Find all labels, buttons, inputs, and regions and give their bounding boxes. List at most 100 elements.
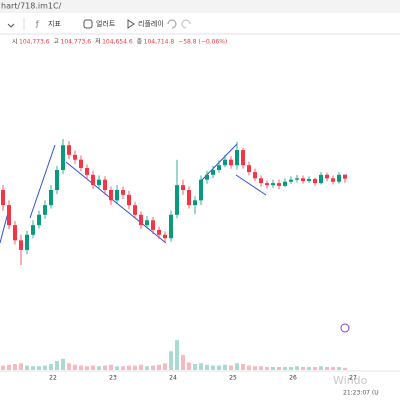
candle-body xyxy=(73,154,77,160)
candle-body xyxy=(223,159,227,166)
candle-body xyxy=(151,220,155,230)
candle-body xyxy=(313,178,317,184)
volume-bar xyxy=(151,365,155,370)
x-tick-label: 24 xyxy=(169,375,177,382)
volume-bar xyxy=(127,365,131,370)
trend-line xyxy=(29,144,56,219)
candle-body xyxy=(13,225,17,241)
candle-body xyxy=(241,150,245,166)
candle-body xyxy=(289,179,293,182)
volume-bar xyxy=(139,364,143,370)
volume-bar xyxy=(49,364,53,370)
volume-bar xyxy=(37,366,41,370)
candle-body xyxy=(43,205,47,215)
volume-bar xyxy=(241,364,245,370)
candle-body xyxy=(109,190,113,201)
candle-body xyxy=(319,174,323,184)
volume-bar xyxy=(259,366,263,370)
plot xyxy=(1,139,347,370)
trend-line xyxy=(65,161,167,244)
x-tick-label: 22 xyxy=(49,375,57,382)
legend-label: 고 xyxy=(54,39,60,46)
candle-body xyxy=(139,214,143,226)
indicator-icon[interactable]: ƒ xyxy=(35,20,39,28)
candle-body xyxy=(229,159,233,166)
volume-bar xyxy=(67,363,71,370)
legend-value: 104,773.6 xyxy=(19,39,50,46)
ohlc-legend: 시 104,773.6 고 104,773.6 저 104,654.6 종 104,714.8… xyxy=(12,38,227,46)
candle-body xyxy=(163,234,167,239)
volume-bar xyxy=(247,365,251,370)
candle-body xyxy=(37,214,41,226)
volume-bar xyxy=(199,363,203,370)
volume-bar xyxy=(277,367,281,370)
volume-bar xyxy=(145,366,149,370)
volume-bar xyxy=(121,366,125,370)
volume-bar xyxy=(211,365,215,370)
volume-bar xyxy=(115,366,119,370)
volume-bar xyxy=(319,366,323,370)
volume-bar xyxy=(283,367,287,370)
candle-body xyxy=(259,178,263,184)
candle-body xyxy=(115,190,119,201)
volume-bar xyxy=(43,365,47,370)
volume-bar xyxy=(223,364,227,370)
candle-body xyxy=(187,190,191,206)
candle-body xyxy=(121,190,125,195)
address-bar xyxy=(0,0,400,13)
x-tick-label: 26 xyxy=(289,375,297,382)
volume-bar xyxy=(85,366,89,370)
volume-bar xyxy=(73,364,77,370)
candle-body xyxy=(307,178,311,182)
toolbar-button[interactable]: 얼러트 xyxy=(96,19,116,28)
volume-bar xyxy=(217,365,221,370)
candle-body xyxy=(205,174,209,180)
candle-body xyxy=(181,185,185,190)
candle-body xyxy=(175,185,179,215)
volume-bar xyxy=(169,351,173,370)
legend-label: 종 xyxy=(137,39,143,46)
volume-bar xyxy=(193,364,197,370)
redo-icon[interactable] xyxy=(181,19,191,29)
candle-body xyxy=(217,165,221,171)
volume-bar xyxy=(295,366,299,370)
candle-body xyxy=(265,183,269,186)
clock: 21:23:07 (U xyxy=(343,390,379,397)
candle-body xyxy=(67,145,71,155)
volume-bar xyxy=(31,366,35,370)
volume-bar xyxy=(271,367,275,370)
volume-bar xyxy=(313,367,317,370)
candle-body xyxy=(85,167,89,175)
volume-bar xyxy=(205,364,209,370)
trend-line xyxy=(235,174,267,196)
candle-body xyxy=(247,165,251,173)
volume-bar xyxy=(7,364,11,370)
candle-body xyxy=(331,178,335,182)
candle-body xyxy=(337,174,341,182)
volume-bar xyxy=(325,367,329,370)
volume-bar xyxy=(343,367,347,370)
volume-bar xyxy=(19,363,23,370)
volume-bar xyxy=(103,365,107,370)
legend-value: 104,654.6 xyxy=(102,39,133,46)
volume-bar xyxy=(265,367,269,370)
candle-body xyxy=(145,220,149,226)
dropdown-icon[interactable] xyxy=(7,23,15,28)
candle-body xyxy=(103,179,107,190)
replay-icon[interactable] xyxy=(127,19,135,29)
alert-icon[interactable] xyxy=(83,19,93,29)
volume-bar xyxy=(1,365,5,370)
undo-icon[interactable] xyxy=(167,19,177,29)
candle-body xyxy=(211,170,215,175)
candle-body xyxy=(31,225,35,235)
volume-bar xyxy=(181,355,185,370)
candle-body xyxy=(1,190,5,206)
candle-body xyxy=(169,214,173,239)
toolbar-button[interactable]: 리플레이 xyxy=(138,19,164,28)
candle-body xyxy=(283,181,287,186)
candle-body xyxy=(277,183,281,186)
event-icon[interactable] xyxy=(340,323,350,333)
volume-bar xyxy=(133,365,137,370)
toolbar-button[interactable]: 지표 xyxy=(48,19,61,28)
